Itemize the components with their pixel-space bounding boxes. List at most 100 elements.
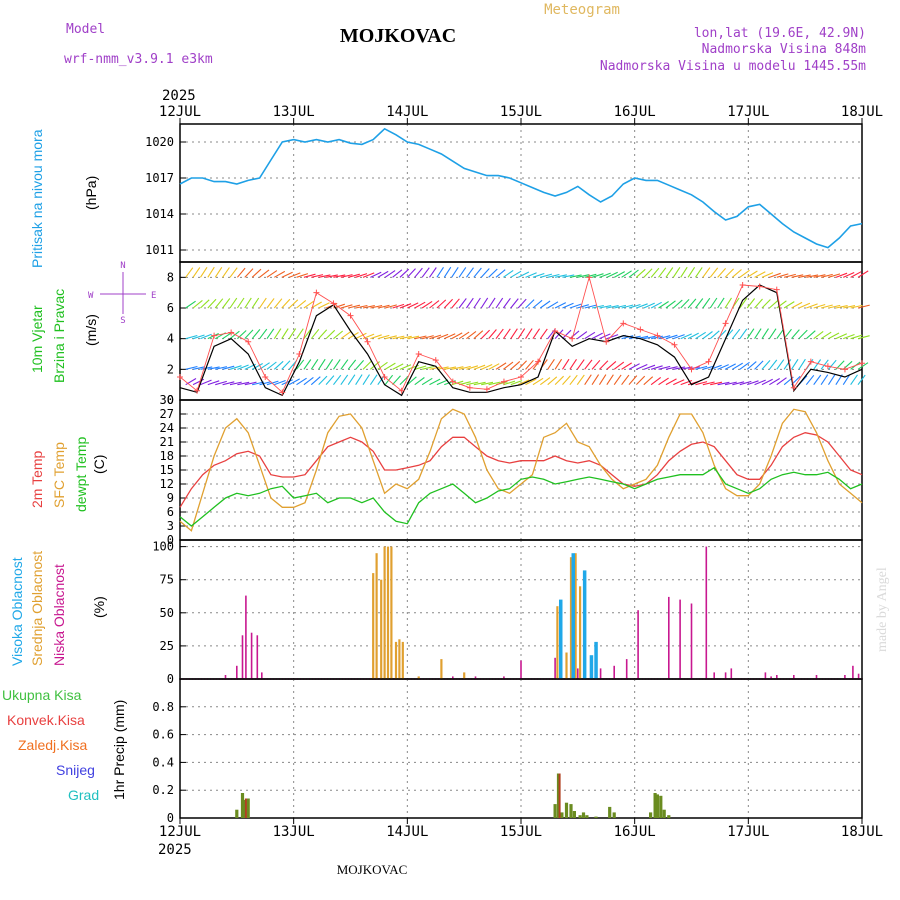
- mid-cloud-bar: [569, 557, 573, 679]
- wind-barb: [547, 273, 560, 278]
- pressure-panel: 1011 1014 1017 1020: [145, 123, 863, 263]
- x-label-bottom: 14JUL: [386, 824, 428, 840]
- x-label-top: 13JUL: [273, 104, 315, 120]
- gust-marker: [313, 289, 320, 296]
- wind-barb: [680, 333, 692, 340]
- wind-barb: [569, 274, 582, 278]
- wind-barb: [384, 362, 396, 370]
- precip-total-bar: [667, 815, 671, 818]
- wind-barb: [288, 299, 299, 309]
- wind-barb: [207, 298, 217, 309]
- wind-barb: [584, 331, 596, 340]
- precip-total-bar: [556, 773, 561, 818]
- wind-barb: [828, 304, 841, 309]
- wind-barb: [709, 297, 718, 309]
- wind-barb: [547, 301, 559, 309]
- wind-barb: [192, 267, 201, 278]
- model-label: Model: [66, 22, 105, 37]
- ytick-label: 21: [160, 435, 174, 449]
- ytick-label: 2: [167, 362, 174, 376]
- wind-barb: [717, 381, 730, 386]
- wind-barb: [776, 328, 785, 339]
- precip-total-bar: [235, 809, 239, 818]
- wind-barb: [296, 273, 309, 278]
- wind-barb: [222, 365, 235, 370]
- wind-barb: [828, 332, 840, 340]
- wind-barb: [754, 328, 762, 339]
- low-cloud-bar: [764, 672, 767, 679]
- wind-barb: [606, 271, 618, 278]
- wind-barb: [458, 298, 467, 309]
- gust-marker: [483, 386, 490, 393]
- wind-barb: [665, 300, 676, 309]
- wind-barb: [488, 381, 501, 386]
- wind-barb: [784, 273, 796, 278]
- lonlat: lon,lat (19.6E, 42.9N): [694, 26, 866, 41]
- ytick-label: 0.6: [152, 728, 174, 742]
- wind-barb: [369, 374, 378, 385]
- wind-barb: [399, 335, 412, 340]
- ytick-label: 0: [167, 672, 174, 686]
- wind-barb: [392, 375, 401, 386]
- wind-barb: [310, 358, 319, 370]
- pressure-labels: Pritisak na nivou mora (hPa): [29, 129, 99, 268]
- sfc-temp-label: SFC Temp: [51, 442, 67, 508]
- wind-barb: [310, 376, 321, 386]
- wind-barb: [702, 365, 715, 370]
- wind-unit: (m/s): [83, 314, 99, 346]
- precip-conv-bar: [558, 773, 561, 818]
- wind-barb: [857, 374, 866, 385]
- wind-barb: [562, 358, 570, 370]
- wind-barb: [843, 271, 855, 278]
- wind-barb: [813, 359, 822, 370]
- wind-barb: [717, 364, 729, 370]
- ytick-label: 1020: [145, 135, 174, 149]
- wind-barb: [643, 335, 656, 340]
- wind-barb: [244, 268, 254, 278]
- wind-barb: [754, 271, 766, 278]
- temp-unit: (C): [91, 455, 107, 474]
- wind-barb: [857, 304, 870, 309]
- gust-marker: [262, 374, 269, 380]
- x-label-bottom: 16JUL: [614, 824, 656, 840]
- mid-cloud-label: Srednja Oblacnost: [29, 551, 45, 666]
- wind-barb: [636, 268, 646, 278]
- wind-barb: [554, 375, 564, 386]
- precip-hail-label: Grad: [68, 787, 99, 803]
- low-cloud-bar: [474, 676, 477, 679]
- gust-marker: [415, 351, 422, 357]
- wind-barb: [251, 329, 261, 340]
- wind-barb: [695, 267, 703, 278]
- wind-barb: [591, 304, 604, 309]
- mid-cloud-bar: [390, 546, 393, 679]
- mid-cloud-bar: [398, 639, 401, 679]
- wind-barb: [340, 304, 353, 309]
- low-cloud-bar: [793, 675, 795, 679]
- wind-barb: [318, 375, 328, 386]
- wind-barb: [614, 304, 627, 309]
- wind-barb: [813, 374, 822, 385]
- wind-barb: [813, 274, 826, 278]
- wind-barb: [517, 271, 530, 278]
- wind-barb: [340, 374, 349, 385]
- ytick-label: 12: [160, 477, 174, 491]
- wind-barb: [658, 365, 671, 370]
- mid-cloud-bar: [574, 553, 577, 679]
- wind-barb: [333, 374, 342, 386]
- temp2m-label: 2m Temp: [29, 450, 45, 508]
- wind-barb: [813, 330, 824, 340]
- wind-barb: [717, 268, 727, 278]
- wind-barb: [857, 362, 869, 370]
- wind-barb: [414, 335, 427, 340]
- mid-cloud-bar: [463, 672, 466, 679]
- panel-frame: [179, 678, 863, 819]
- compass-e: E: [151, 291, 156, 301]
- wind-barb: [377, 361, 388, 370]
- gust-marker: [535, 358, 542, 365]
- wind-barb: [746, 298, 756, 309]
- precip-total-bar: [659, 795, 663, 818]
- wind-barb: [562, 375, 571, 386]
- ytick-label: 3: [167, 519, 174, 533]
- wind-barb: [414, 365, 427, 370]
